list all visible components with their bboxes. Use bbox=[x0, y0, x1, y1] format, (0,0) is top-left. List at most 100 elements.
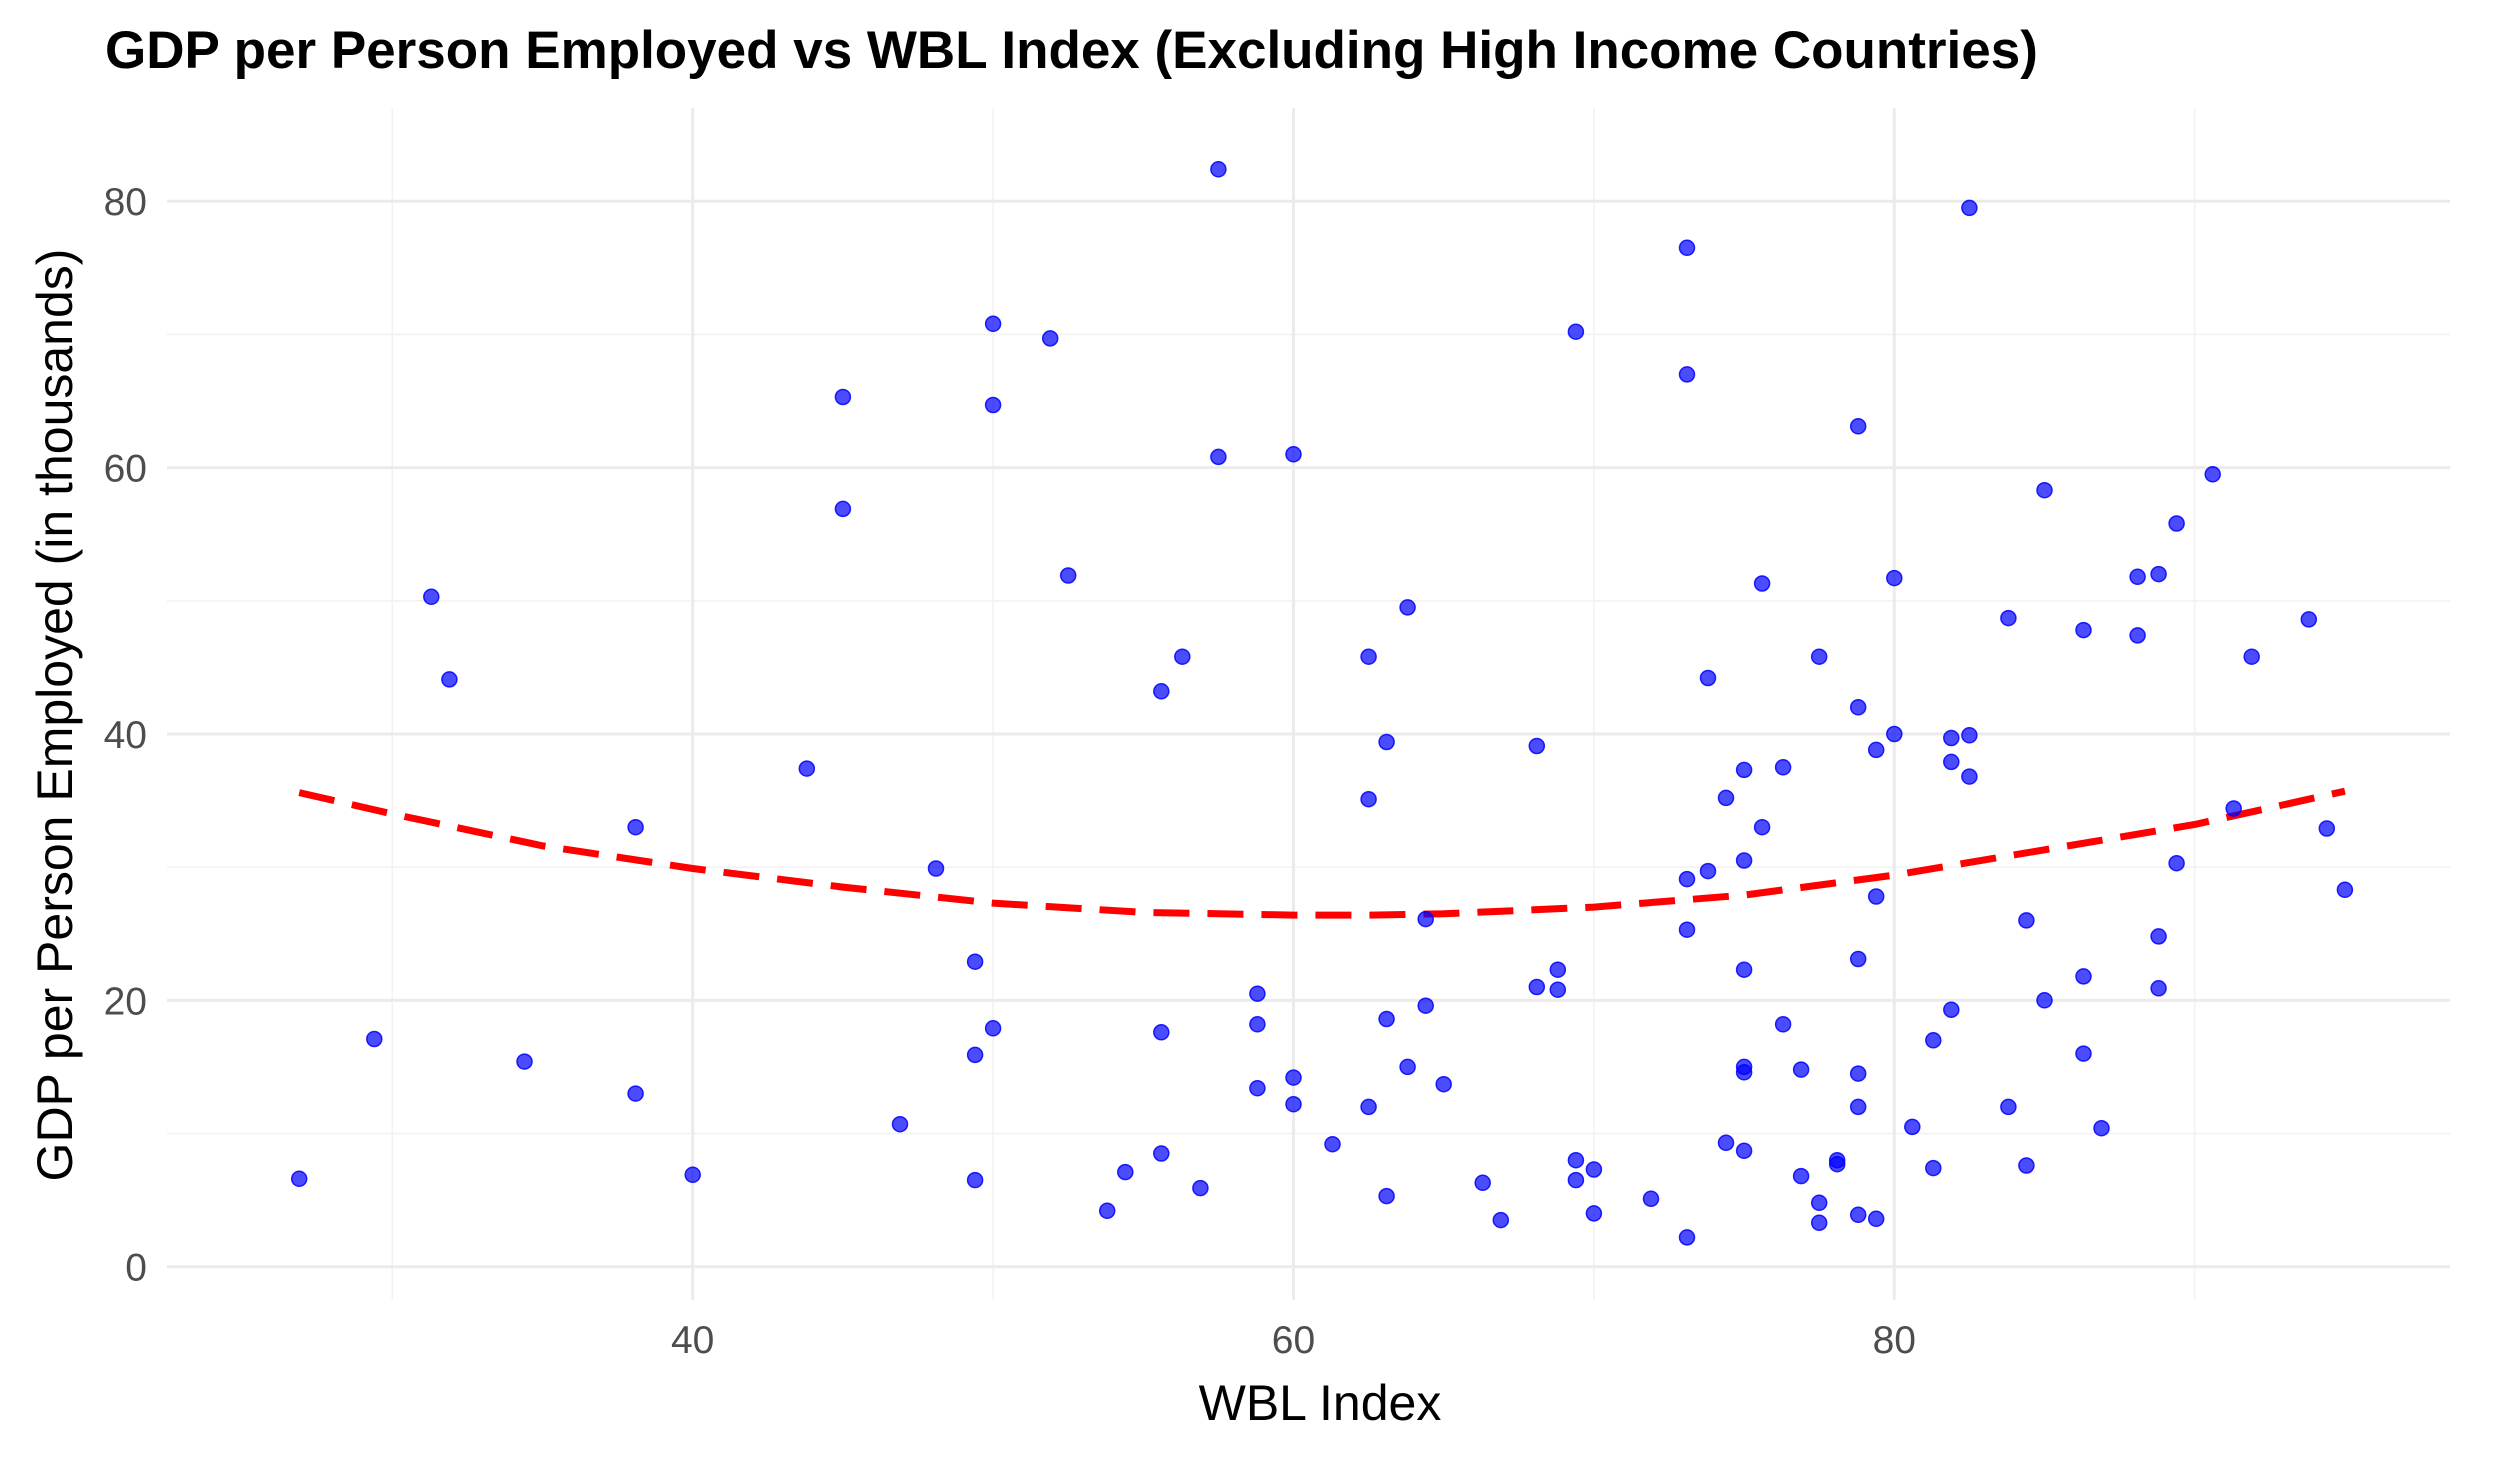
data-point bbox=[1810, 648, 1828, 665]
data-point bbox=[984, 1020, 1002, 1037]
data-point bbox=[891, 1115, 909, 1133]
x-axis-label: WBL Index bbox=[1199, 1375, 1442, 1431]
data-point bbox=[1961, 727, 1978, 744]
data-point bbox=[627, 818, 644, 836]
data-point bbox=[1753, 818, 1771, 836]
data-point bbox=[1753, 575, 1771, 592]
data-point bbox=[1324, 1135, 1341, 1153]
data-point bbox=[1699, 862, 1717, 880]
data-point bbox=[1961, 768, 1978, 785]
data-point bbox=[1399, 1058, 1416, 1076]
data-point bbox=[1961, 199, 1978, 217]
data-point bbox=[834, 500, 852, 518]
data-point bbox=[1925, 1032, 1942, 1049]
data-point bbox=[1810, 1194, 1828, 1212]
data-point bbox=[2018, 1157, 2035, 1174]
data-point bbox=[984, 396, 1002, 414]
data-point bbox=[1774, 1016, 1792, 1033]
data-point bbox=[366, 1030, 383, 1048]
data-point bbox=[1192, 1179, 1209, 1197]
data-point bbox=[1360, 1098, 1377, 1116]
data-point bbox=[1585, 1161, 1603, 1178]
data-point bbox=[1567, 1151, 1585, 1169]
data-point bbox=[2150, 980, 2167, 997]
data-point bbox=[1943, 753, 1960, 771]
data-point bbox=[1943, 1001, 1960, 1018]
data-point bbox=[516, 1053, 533, 1070]
data-point bbox=[2318, 820, 2336, 837]
y-axis-label: GDP per Person Employed (in thousands) bbox=[27, 249, 83, 1182]
data-point bbox=[1249, 985, 1266, 1002]
data-point bbox=[1642, 1190, 1660, 1208]
data-point bbox=[1285, 1069, 1302, 1086]
data-point bbox=[834, 388, 852, 406]
data-point bbox=[1549, 961, 1567, 978]
data-point bbox=[423, 588, 440, 606]
data-point bbox=[1886, 725, 1903, 743]
data-point bbox=[1943, 729, 1960, 747]
data-point bbox=[2018, 912, 2035, 929]
data-point bbox=[1678, 870, 1696, 888]
data-point bbox=[1735, 761, 1753, 779]
data-point bbox=[1792, 1061, 1810, 1078]
trend-layer bbox=[298, 787, 2346, 919]
data-point bbox=[2129, 568, 2146, 586]
data-point bbox=[1867, 888, 1885, 905]
data-point bbox=[441, 671, 458, 688]
data-point bbox=[1774, 759, 1792, 776]
y-tick-label: 80 bbox=[104, 181, 147, 224]
data-point bbox=[1528, 737, 1546, 755]
data-point bbox=[1417, 997, 1434, 1014]
data-point bbox=[1678, 239, 1696, 257]
data-point bbox=[1828, 1155, 1846, 1173]
tick-labels: 40 60 80 0 20 40 60 80 bbox=[104, 181, 1916, 1362]
data-point bbox=[1399, 599, 1416, 616]
data-point bbox=[1153, 1024, 1170, 1041]
data-point bbox=[1360, 790, 1377, 808]
data-point bbox=[1249, 1079, 1266, 1097]
data-point bbox=[1735, 1142, 1753, 1160]
data-point bbox=[1153, 683, 1170, 700]
data-point bbox=[1792, 1167, 1810, 1185]
data-point bbox=[1585, 1205, 1603, 1222]
data-point bbox=[966, 1171, 984, 1189]
data-point bbox=[1059, 567, 1077, 584]
data-point bbox=[1849, 1098, 1867, 1116]
data-point bbox=[798, 760, 816, 777]
data-point bbox=[1041, 330, 1059, 347]
data-point bbox=[1210, 161, 1227, 178]
data-point bbox=[1153, 1145, 1170, 1162]
data-point bbox=[1886, 569, 1903, 587]
data-point bbox=[1174, 648, 1191, 665]
data-point bbox=[1867, 741, 1885, 759]
y-tick-label: 40 bbox=[104, 714, 147, 757]
data-point bbox=[1699, 669, 1717, 687]
data-point bbox=[1285, 446, 1302, 463]
data-point bbox=[627, 1085, 644, 1102]
data-point bbox=[1492, 1211, 1510, 1229]
data-point bbox=[1528, 978, 1546, 996]
data-point bbox=[1904, 1118, 1921, 1136]
chart-title: GDP per Person Employed vs WBL Index (Ex… bbox=[105, 21, 2038, 80]
data-point bbox=[1378, 733, 1395, 751]
data-point bbox=[1849, 699, 1867, 716]
data-point bbox=[2036, 992, 2053, 1009]
data-point bbox=[290, 1170, 308, 1188]
grid-lines bbox=[167, 108, 2450, 1300]
data-point bbox=[1735, 852, 1753, 869]
data-point bbox=[1210, 448, 1227, 466]
data-point bbox=[2093, 1119, 2110, 1137]
data-point bbox=[1849, 1206, 1867, 1224]
data-point bbox=[1474, 1174, 1491, 1192]
x-tick-label: 40 bbox=[671, 1319, 714, 1362]
data-point bbox=[2000, 1098, 2017, 1116]
data-point bbox=[2075, 968, 2092, 985]
data-point bbox=[2300, 611, 2318, 628]
data-point bbox=[1567, 323, 1585, 340]
data-point bbox=[966, 953, 984, 970]
data-point bbox=[1678, 1229, 1696, 1246]
data-point bbox=[1567, 1171, 1585, 1189]
data-point bbox=[1849, 1065, 1867, 1082]
x-tick-label: 80 bbox=[1873, 1319, 1916, 1362]
